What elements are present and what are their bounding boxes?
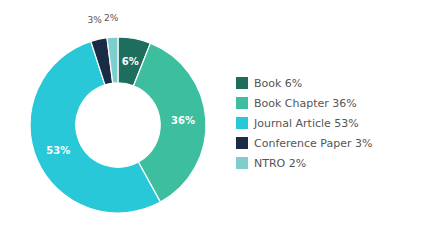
legend-swatch xyxy=(236,97,248,109)
data-labels: 6% 36% 53% 3%2% xyxy=(46,13,195,157)
data-label: 6% xyxy=(122,56,139,67)
legend-swatch xyxy=(236,137,248,149)
slices xyxy=(30,37,206,213)
legend-label: Conference Paper 3% xyxy=(254,137,372,150)
legend-label: Journal Article 53% xyxy=(253,117,359,130)
legend-swatch xyxy=(236,117,248,129)
legend-swatch xyxy=(236,77,248,89)
legend-swatch xyxy=(236,157,248,169)
data-label: 36% xyxy=(171,115,195,126)
legend: Book 6% Book Chapter 36% Journal Article 5… xyxy=(236,77,372,170)
data-label: 3% xyxy=(87,15,102,25)
data-label: 2% xyxy=(104,13,119,23)
legend-label: NTRO 2% xyxy=(254,157,306,170)
data-label: 53% xyxy=(46,145,70,156)
legend-label: Book Chapter 36% xyxy=(254,97,357,110)
slice xyxy=(107,37,118,83)
legend-label: Book 6% xyxy=(254,77,302,90)
slice xyxy=(30,41,160,213)
chart: 6% 36% 53% 3%2% Book 6% Book Chapter 36% Journ… xyxy=(0,0,443,246)
